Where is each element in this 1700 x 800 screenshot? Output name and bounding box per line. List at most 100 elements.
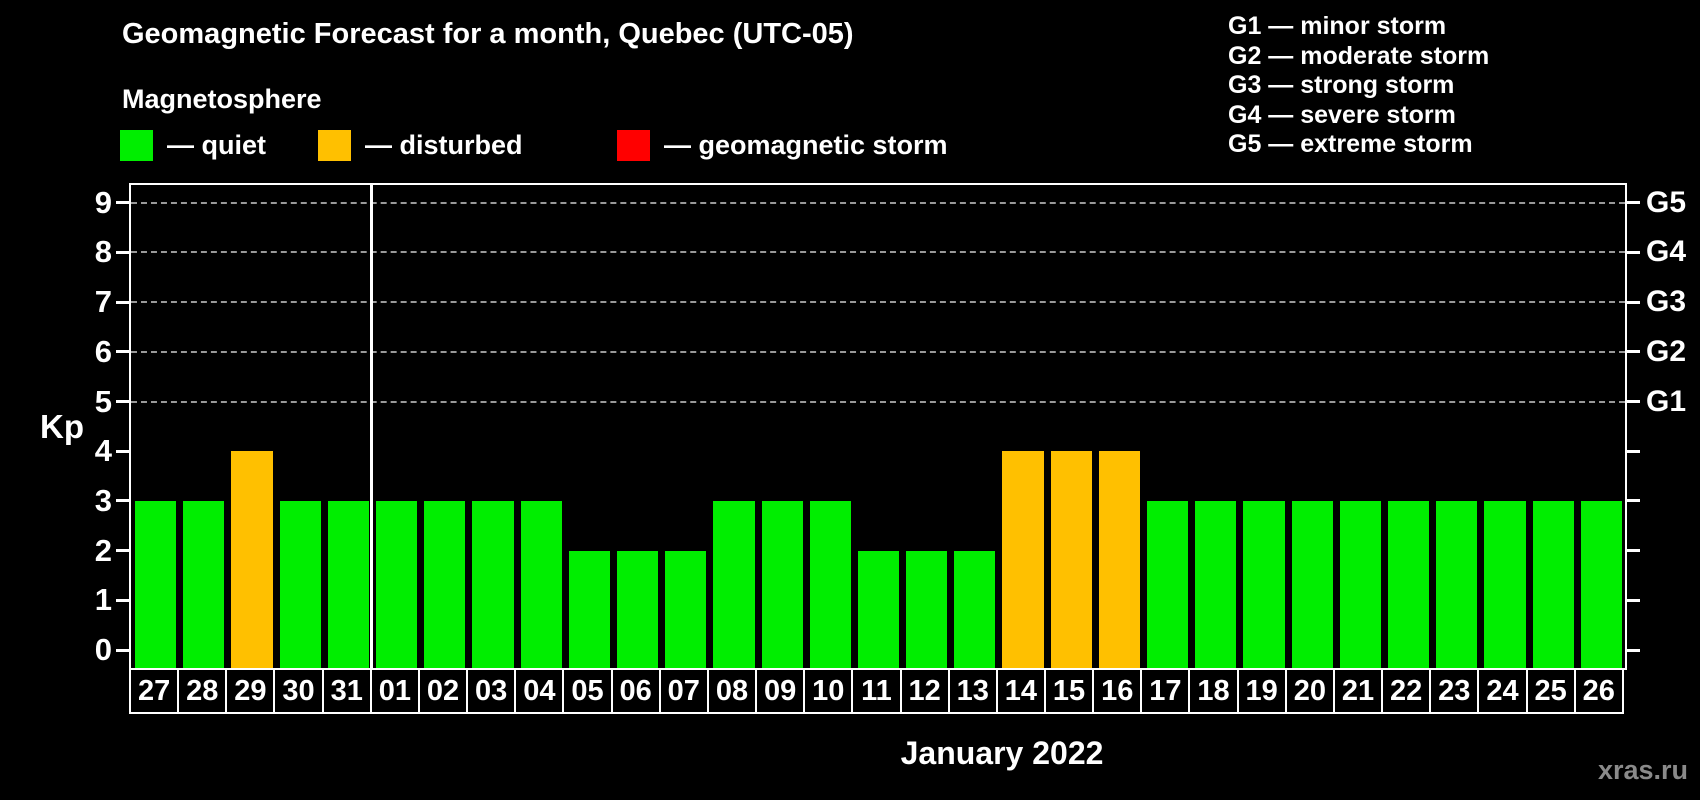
date-cell-14: 14: [995, 668, 1046, 714]
date-cell-21: 21: [1332, 668, 1384, 714]
g-scale-label: G5: [1646, 185, 1687, 219]
y-tick-left: [116, 300, 129, 304]
y-tick-right: [1627, 449, 1640, 453]
watermark: xras.ru: [1597, 755, 1688, 785]
kp-bar-15: [1050, 451, 1092, 668]
date-cell-09: 09: [755, 668, 806, 714]
y-tick-label: 9: [94, 184, 112, 220]
kp-bar-13: [954, 550, 996, 668]
g-scale-label: G1: [1646, 384, 1687, 418]
kp-bar-19: [1243, 500, 1285, 668]
gridline-kp9: [131, 201, 1625, 204]
legend-label-disturbed: — disturbed: [365, 130, 523, 160]
x-axis-label: January 2022: [900, 735, 1104, 771]
kp-bar-16: [1098, 451, 1141, 668]
date-cell-12: 12: [899, 668, 950, 714]
date-cell-08: 08: [706, 668, 758, 714]
y-tick-label: 8: [94, 234, 112, 270]
date-cell-18: 18: [1188, 668, 1239, 714]
kp-bar-09: [761, 500, 803, 668]
y-axis-label: Kp: [40, 408, 84, 445]
date-cell-13: 13: [947, 668, 998, 714]
g-scale-label: G3: [1646, 285, 1687, 319]
kp-bar-27: [135, 500, 177, 668]
kp-bar-30: [279, 500, 321, 668]
y-tick-left: [116, 598, 129, 602]
kp-bar-21: [1339, 500, 1382, 668]
gridline-kp7: [131, 301, 1625, 304]
date-cell-02: 02: [417, 668, 469, 714]
y-tick-label: 1: [94, 582, 112, 618]
kp-bar-05: [568, 550, 610, 668]
storm-scale-line: G4 — severe storm: [1228, 100, 1456, 129]
x-axis-date-row: 27 28 29 30 31 01 02 03 04 05 06 07 08 09 10 11 12 13 14 15…: [129, 668, 1624, 714]
g-scale-label: G4: [1646, 235, 1687, 269]
chart-title: Geomagnetic Forecast for a month, Quebec…: [122, 18, 854, 50]
kp-bar-10: [809, 500, 851, 668]
kp-bar-01: [375, 500, 418, 668]
legend-swatch-quiet: [120, 130, 153, 161]
month-separator-line: [370, 185, 374, 668]
y-tick-right: [1627, 300, 1640, 304]
legend-label-quiet: — quiet: [167, 130, 266, 160]
kp-bar-06: [616, 550, 659, 668]
date-cell-05: 05: [562, 668, 613, 714]
y-tick-right: [1627, 549, 1640, 553]
y-tick-right: [1627, 499, 1640, 503]
storm-scale-line: G5 — extreme storm: [1228, 130, 1473, 159]
kp-bar-17: [1147, 500, 1189, 668]
date-cell-25: 25: [1525, 668, 1576, 714]
kp-bar-31: [327, 500, 369, 668]
kp-bar-23: [1436, 500, 1478, 668]
y-tick-right: [1627, 648, 1640, 652]
legend-swatch-storm: [617, 130, 650, 161]
date-cell-20: 20: [1284, 668, 1335, 714]
date-cell-03: 03: [466, 668, 517, 714]
kp-bar-29: [231, 451, 273, 668]
kp-bar-28: [183, 500, 225, 668]
date-cell-11: 11: [851, 668, 902, 714]
date-cell-04: 04: [514, 668, 565, 714]
y-tick-label: 3: [94, 482, 112, 518]
date-cell-17: 17: [1140, 668, 1191, 714]
kp-bar-22: [1388, 500, 1430, 668]
storm-scale-line: G2 — moderate storm: [1228, 41, 1490, 70]
y-tick-right: [1627, 350, 1640, 354]
kp-bar-02: [424, 500, 466, 668]
y-tick-right: [1627, 400, 1640, 403]
date-cell-15: 15: [1043, 668, 1095, 714]
storm-scale-line: G1 — minor storm: [1228, 12, 1447, 40]
kp-bar-11: [857, 550, 900, 668]
kp-bar-25: [1532, 500, 1574, 668]
y-tick-left: [116, 549, 129, 553]
chart-subtitle: Magnetosphere: [122, 84, 322, 114]
y-tick-label: 0: [94, 632, 112, 667]
date-cell-10: 10: [803, 668, 854, 714]
y-tick-left: [116, 400, 129, 403]
kp-bar-20: [1291, 500, 1333, 668]
legend-swatch-disturbed: [318, 130, 351, 161]
kp-bar-12: [906, 550, 948, 668]
date-cell-23: 23: [1429, 668, 1480, 714]
date-cell-27: 27: [129, 668, 180, 714]
kp-bar-08: [713, 500, 755, 668]
y-tick-label: 4: [94, 433, 112, 469]
y-tick-label: 7: [94, 284, 112, 320]
kp-bar-07: [665, 550, 707, 668]
date-cell-28: 28: [177, 668, 228, 714]
y-tick-right: [1627, 201, 1640, 205]
kp-bar-24: [1484, 500, 1526, 668]
gridline-kp8: [131, 251, 1625, 254]
y-tick-label: 2: [94, 532, 112, 568]
kp-bar-04: [520, 500, 562, 668]
legend-item-quiet: — quiet: [120, 130, 266, 161]
date-cell-07: 07: [658, 668, 709, 714]
date-cell-26: 26: [1573, 668, 1624, 714]
gridline-kp6: [131, 350, 1625, 353]
y-tick-right: [1627, 598, 1640, 602]
legend-item-disturbed: — disturbed: [318, 130, 523, 161]
kp-bar-18: [1195, 500, 1237, 668]
gridline-kp5: [131, 400, 1625, 403]
g-scale-label: G2: [1646, 334, 1687, 368]
